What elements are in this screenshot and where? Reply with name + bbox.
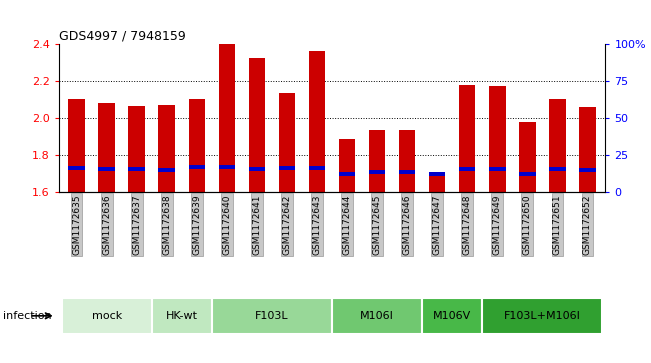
Bar — [279, 166, 295, 170]
FancyBboxPatch shape — [212, 298, 332, 334]
Bar — [68, 166, 85, 170]
Bar — [549, 167, 566, 171]
Text: M106V: M106V — [433, 311, 471, 321]
Bar — [549, 99, 566, 192]
Text: F103L: F103L — [255, 311, 289, 321]
Text: M106I: M106I — [360, 311, 394, 321]
Bar — [219, 165, 235, 169]
Text: GSM1172652: GSM1172652 — [583, 195, 592, 255]
Text: GSM1172643: GSM1172643 — [312, 195, 322, 255]
Text: GSM1172649: GSM1172649 — [493, 195, 502, 255]
FancyBboxPatch shape — [62, 298, 152, 334]
Bar — [158, 168, 175, 172]
Bar — [279, 93, 295, 192]
Bar — [369, 170, 385, 174]
Bar — [309, 166, 326, 170]
Bar — [309, 51, 326, 192]
Text: GSM1172638: GSM1172638 — [162, 195, 171, 255]
Text: GSM1172646: GSM1172646 — [402, 195, 411, 255]
FancyBboxPatch shape — [422, 298, 482, 334]
Bar — [429, 172, 445, 192]
FancyBboxPatch shape — [332, 298, 422, 334]
Text: GSM1172651: GSM1172651 — [553, 195, 562, 255]
Text: GSM1172637: GSM1172637 — [132, 195, 141, 255]
Text: GSM1172648: GSM1172648 — [463, 195, 472, 255]
Bar — [189, 99, 205, 192]
Bar — [459, 167, 475, 171]
Text: GSM1172635: GSM1172635 — [72, 195, 81, 255]
Bar — [189, 165, 205, 169]
Text: GDS4997 / 7948159: GDS4997 / 7948159 — [59, 29, 186, 42]
Text: mock: mock — [92, 311, 122, 321]
Bar — [128, 106, 145, 192]
Text: GSM1172644: GSM1172644 — [342, 195, 352, 255]
Bar — [339, 139, 355, 192]
Text: ■: ■ — [59, 362, 70, 363]
Bar — [249, 57, 265, 192]
Bar — [128, 167, 145, 171]
Text: GSM1172636: GSM1172636 — [102, 195, 111, 255]
Bar — [459, 85, 475, 192]
Bar — [369, 130, 385, 192]
Text: infection: infection — [3, 311, 52, 321]
Text: GSM1172642: GSM1172642 — [283, 195, 292, 255]
Bar — [98, 103, 115, 192]
Text: GSM1172640: GSM1172640 — [223, 195, 231, 255]
Bar — [429, 172, 445, 176]
Bar — [519, 122, 536, 192]
Text: F103L+M106I: F103L+M106I — [504, 311, 581, 321]
Bar — [489, 86, 506, 192]
FancyBboxPatch shape — [482, 298, 602, 334]
Text: GSM1172647: GSM1172647 — [433, 195, 441, 255]
Text: GSM1172645: GSM1172645 — [372, 195, 381, 255]
Bar — [249, 167, 265, 171]
FancyBboxPatch shape — [152, 298, 212, 334]
Bar — [519, 172, 536, 176]
Text: GSM1172639: GSM1172639 — [192, 195, 201, 255]
Bar — [98, 167, 115, 171]
Bar — [399, 130, 415, 192]
Text: GSM1172650: GSM1172650 — [523, 195, 532, 255]
Bar — [68, 99, 85, 192]
Bar — [489, 167, 506, 171]
Bar — [219, 45, 235, 192]
Bar — [158, 105, 175, 192]
Bar — [579, 107, 596, 192]
Text: GSM1172641: GSM1172641 — [253, 195, 262, 255]
Text: HK-wt: HK-wt — [166, 311, 198, 321]
Bar — [339, 172, 355, 176]
Bar — [399, 170, 415, 174]
Bar — [579, 168, 596, 172]
